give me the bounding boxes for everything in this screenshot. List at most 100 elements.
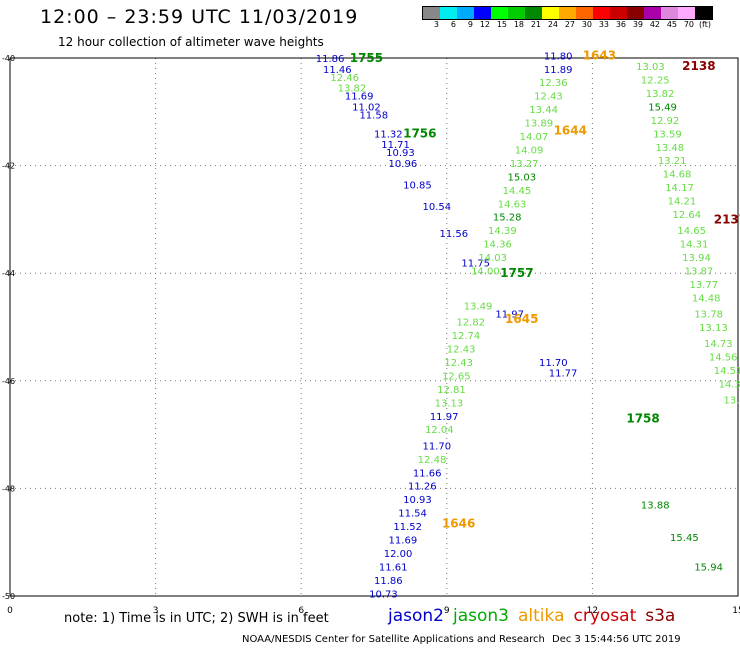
swh-label: 14.56 xyxy=(709,353,738,364)
swh-label: 12.81 xyxy=(437,385,466,396)
swh-label: 12.43 xyxy=(447,345,476,356)
colorbar-swatches xyxy=(422,6,713,20)
swh-label: 15.03 xyxy=(507,172,536,183)
swh-label: 11.97 xyxy=(430,412,459,423)
map-frame xyxy=(9,57,739,597)
swh-label: 14.07 xyxy=(520,132,549,143)
legend-jason3: jason3 xyxy=(453,606,509,626)
swh-label: 14.30 xyxy=(719,379,740,390)
swh-label: 12.46 xyxy=(330,73,359,84)
swh-label: 10.93 xyxy=(403,495,432,506)
swh-label: 12.65 xyxy=(442,371,471,382)
pass-time-label: 1756 xyxy=(403,126,436,140)
swh-label: 11.97 xyxy=(495,310,524,321)
colorbar-label: 15 xyxy=(496,20,507,29)
legend-cryosat: cryosat xyxy=(573,606,637,626)
colorbar-label: 39 xyxy=(632,20,643,29)
footnote: note: 1) Time is in UTC; 2) SWH is in fe… xyxy=(64,611,329,626)
swh-label: 13.88 xyxy=(641,501,670,512)
swh-label: 12.82 xyxy=(457,318,486,329)
swh-label: 11.86 xyxy=(316,54,345,65)
colorbar-swatch xyxy=(474,7,491,19)
track-labels: 11.8611.4612.4613.8211.6911.0211.5811.32… xyxy=(316,48,740,600)
swh-label: 11.86 xyxy=(374,576,403,587)
pass-time-label: 1644 xyxy=(554,124,587,138)
map-border xyxy=(9,57,739,597)
swh-label: 13.77 xyxy=(689,280,718,291)
swh-label: 12.36 xyxy=(539,78,568,89)
swh-label: 10.85 xyxy=(403,180,432,191)
y-tick-label: -42 xyxy=(2,162,15,171)
swh-label: 11.58 xyxy=(359,110,388,121)
swh-label: 14.09 xyxy=(515,145,544,156)
swh-label: 13.44 xyxy=(529,105,558,116)
map-ticks: 0 3 6 9 12 15 -40 -42 -44 -46 -48 -50 xyxy=(2,54,740,616)
colorbar-label: 21 xyxy=(530,20,541,29)
colorbar-label: 18 xyxy=(513,20,524,29)
swh-label: 10.93 xyxy=(386,148,415,159)
colorbar-label: 33 xyxy=(598,20,609,29)
colorbar-label: (ft) xyxy=(698,20,711,29)
swh-label: 15.45 xyxy=(670,533,699,544)
pass-time-label: 2137 xyxy=(714,212,740,226)
swh-label: 12.43 xyxy=(534,92,563,103)
swh-label: 14.17 xyxy=(665,183,694,194)
colorbar-swatch xyxy=(661,7,678,19)
colorbar-swatch xyxy=(525,7,542,19)
swh-label: 11.77 xyxy=(549,369,578,380)
pass-time-label: 1646 xyxy=(442,516,475,530)
swh-label: 14.21 xyxy=(668,197,697,208)
satellite-legend: jason2 jason3 altika cryosat s3a xyxy=(388,606,684,626)
pass-time-label: 1643 xyxy=(583,48,616,62)
x-tick-label: 12 xyxy=(587,606,598,616)
swh-label: 11.32 xyxy=(374,129,403,140)
swh-label: 14.63 xyxy=(498,199,527,210)
swh-label: 13.49 xyxy=(464,301,493,312)
colorbar-labels: 3 6 9 12 15 18 21 24 27 30 33 36 39 42 45 70 (ft) xyxy=(422,20,713,29)
swh-label: 11.70 xyxy=(539,358,568,369)
colorbar-swatch xyxy=(491,7,508,19)
colorbar-swatch xyxy=(542,7,559,19)
swh-label: 14.36 xyxy=(483,240,512,251)
swh-label: 12.74 xyxy=(452,331,481,342)
swh-label: 13.87 xyxy=(685,267,714,278)
swh-label: 12.04 xyxy=(425,425,454,436)
swh-label: 13.89 xyxy=(524,119,553,130)
y-tick-label: -46 xyxy=(2,377,15,386)
swh-label: 10.54 xyxy=(423,202,452,213)
pass-time-label: 2138 xyxy=(682,59,715,73)
swh-label: 11.26 xyxy=(408,482,437,493)
footer-timestamp: Dec 3 15:44:56 UTC 2019 xyxy=(552,634,681,645)
swh-label: 10.73 xyxy=(369,589,398,600)
y-tick-label: -44 xyxy=(2,269,15,278)
swh-label: 11.54 xyxy=(398,509,427,520)
y-tick-label: -50 xyxy=(2,592,15,601)
swh-label: 12.00 xyxy=(384,549,413,560)
swh-label: 13.4 xyxy=(723,396,740,407)
colorbar-swatch xyxy=(559,7,576,19)
colorbar-swatch xyxy=(423,7,440,19)
swh-label: 12.43 xyxy=(444,358,473,369)
colorbar-swatch xyxy=(440,7,457,19)
swh-label: 13.48 xyxy=(655,143,684,154)
swh-label: 14.31 xyxy=(680,240,709,251)
y-tick-label: -48 xyxy=(2,484,15,493)
swh-label: 11.56 xyxy=(440,229,469,240)
swh-label: 14.68 xyxy=(663,170,692,181)
legend-jason2: jason2 xyxy=(388,606,444,626)
pass-time-label: 1645 xyxy=(505,312,538,326)
swh-label: 11.80 xyxy=(544,51,573,62)
map-title: 12:00 – 23:59 UTC 11/03/2019 xyxy=(40,6,359,28)
swh-label: 14.45 xyxy=(503,186,532,197)
x-tick-label: 9 xyxy=(444,606,450,616)
colorbar-label: 12 xyxy=(479,20,490,29)
colorbar-label: 70 xyxy=(683,20,694,29)
swh-label: 12.48 xyxy=(418,455,447,466)
swh-label: 15.28 xyxy=(493,213,522,224)
colorbar-label: 24 xyxy=(547,20,558,29)
legend-altika: altika xyxy=(518,606,565,626)
swh-label: 11.75 xyxy=(461,258,490,269)
swh-label: 13.13 xyxy=(699,323,728,334)
swh-label: 12.25 xyxy=(641,76,670,87)
